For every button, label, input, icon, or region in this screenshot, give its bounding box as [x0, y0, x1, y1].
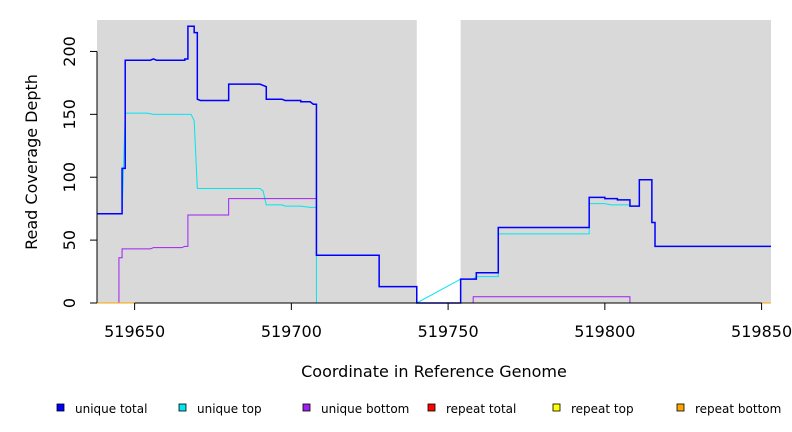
y-tick-label: 200 — [60, 36, 79, 67]
series-line-unique-total — [97, 25, 771, 304]
x-ticks: 519650 519700 519750 519800 519850 — [104, 303, 792, 341]
legend-label: unique bottom — [321, 402, 409, 416]
legend-label: repeat top — [571, 402, 634, 416]
x-axis-title: Coordinate in Reference Genome — [301, 362, 567, 381]
legend-swatch — [427, 403, 436, 412]
legend-label: unique total — [75, 402, 147, 416]
y-tick-label: 0 — [60, 298, 79, 308]
y-tick-label: 50 — [60, 230, 79, 250]
legend-swatch — [178, 403, 187, 412]
legend: unique total unique top unique bottom repea… — [56, 402, 781, 416]
legend-swatch — [302, 403, 311, 412]
x-tick-label: 519650 — [104, 322, 165, 341]
legend-label: repeat total — [446, 402, 516, 416]
y-ticks: 0 50 100 150 200 — [60, 36, 97, 308]
x-tick-label: 519750 — [418, 322, 479, 341]
legend-label: repeat bottom — [695, 402, 781, 416]
legend-label: unique top — [197, 402, 262, 416]
y-axis-title: Read Coverage Depth — [22, 74, 41, 250]
y-tick-label: 150 — [60, 99, 79, 130]
x-tick-label: 519850 — [731, 322, 792, 341]
plot-panel-right — [460, 20, 771, 303]
plot-panel-left — [97, 20, 417, 303]
x-tick-label: 519800 — [574, 322, 635, 341]
legend-swatch — [676, 403, 685, 412]
series-line-unique-bottom — [97, 198, 771, 304]
legend-swatch — [56, 403, 65, 412]
y-tick-label: 100 — [60, 162, 79, 193]
legend-swatch — [552, 403, 561, 412]
x-tick-label: 519700 — [261, 322, 322, 341]
